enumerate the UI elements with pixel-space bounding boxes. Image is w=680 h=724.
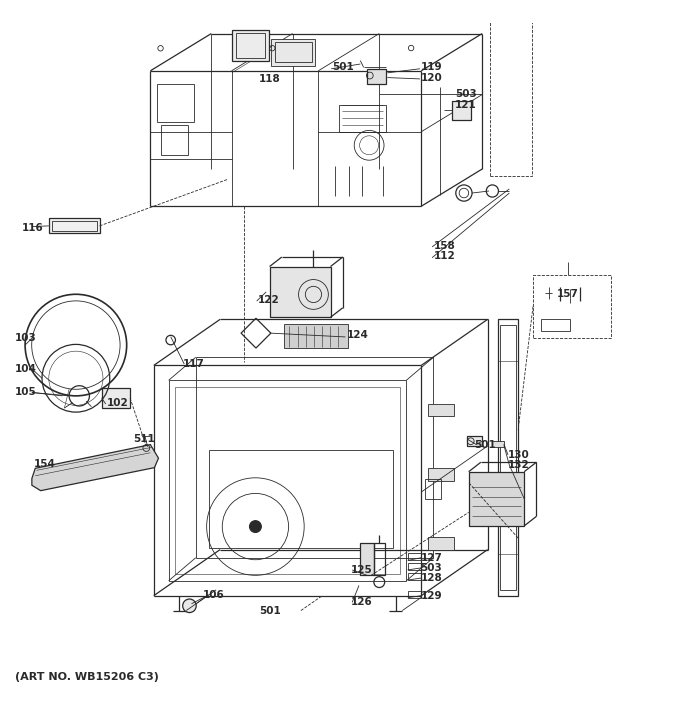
Text: 130: 130 (508, 450, 530, 460)
Text: 117: 117 (183, 359, 205, 369)
Polygon shape (32, 445, 158, 491)
Bar (428, 537, 454, 550)
Text: 501: 501 (474, 440, 496, 450)
Bar (428, 468, 454, 481)
Bar (269, 266, 330, 317)
Bar (490, 22, 532, 176)
Bar (452, 101, 471, 119)
Text: 129: 129 (421, 591, 442, 601)
Bar (236, 33, 265, 58)
Bar (275, 42, 312, 62)
Bar (367, 70, 386, 84)
Text: 154: 154 (34, 458, 56, 468)
Bar (175, 387, 400, 574)
Bar (408, 591, 422, 598)
Text: 102: 102 (106, 397, 128, 408)
Bar (52, 221, 97, 231)
Text: 503: 503 (455, 90, 477, 99)
Bar (467, 437, 482, 446)
Text: 112: 112 (433, 251, 455, 261)
Text: (ART NO. WB15206 C3): (ART NO. WB15206 C3) (15, 672, 159, 682)
Bar (284, 324, 348, 348)
Text: 501: 501 (258, 606, 280, 616)
Bar (408, 573, 422, 580)
Text: 125: 125 (351, 565, 373, 575)
Text: 511: 511 (133, 434, 155, 444)
Text: 104: 104 (15, 363, 37, 374)
Text: 103: 103 (15, 333, 37, 343)
Bar (271, 38, 316, 66)
Text: 105: 105 (15, 387, 37, 397)
Bar (157, 84, 194, 122)
Text: 122: 122 (257, 295, 279, 305)
Bar (533, 275, 611, 337)
Bar (209, 450, 393, 547)
Text: 501: 501 (332, 62, 354, 72)
Bar (160, 125, 188, 155)
Bar (492, 441, 504, 447)
Text: 127: 127 (421, 552, 443, 563)
Bar (498, 319, 518, 596)
Text: 158: 158 (433, 240, 455, 251)
Bar (469, 472, 524, 526)
Bar (169, 380, 407, 581)
Text: 126: 126 (351, 597, 373, 607)
Bar (49, 219, 99, 233)
Text: 128: 128 (421, 573, 442, 583)
Text: 157: 157 (557, 290, 579, 299)
Bar (408, 563, 422, 570)
Bar (500, 325, 516, 590)
Bar (428, 404, 454, 416)
Bar (339, 105, 386, 132)
Text: 124: 124 (347, 330, 369, 340)
Bar (360, 543, 374, 576)
Text: 132: 132 (508, 460, 530, 470)
Bar (374, 543, 385, 576)
Circle shape (250, 521, 261, 532)
Circle shape (183, 599, 197, 613)
Bar (408, 553, 422, 560)
Text: 120: 120 (422, 72, 443, 83)
Text: 503: 503 (421, 563, 442, 573)
Bar (541, 319, 570, 331)
Text: 121: 121 (455, 100, 477, 109)
Bar (424, 479, 441, 499)
Text: 118: 118 (258, 74, 280, 84)
Bar (101, 388, 130, 408)
Text: 119: 119 (422, 62, 443, 72)
Text: 106: 106 (203, 590, 225, 600)
Text: 116: 116 (22, 223, 44, 233)
Bar (232, 30, 269, 62)
